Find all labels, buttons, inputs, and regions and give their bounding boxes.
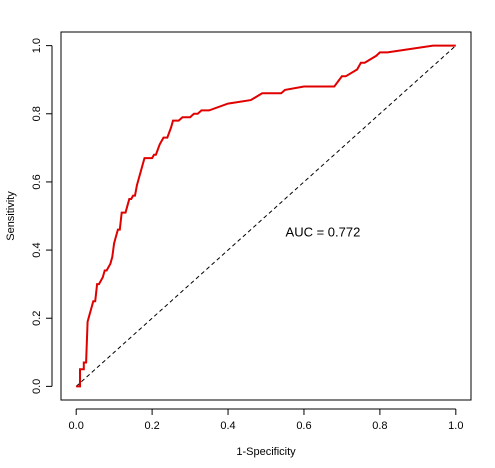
y-tick-label: 0.4 xyxy=(31,242,43,257)
plot-frame xyxy=(60,31,472,401)
roc-curve xyxy=(76,44,456,388)
y-axis-title: Sensitivity xyxy=(5,191,17,241)
x-axis: 0.0 0.2 0.4 0.6 0.8 1.0 xyxy=(69,408,463,432)
x-axis-title: 1-Specificity xyxy=(236,446,296,458)
y-tick-label: 0.2 xyxy=(31,311,43,326)
x-tick-label: 0.6 xyxy=(296,420,311,432)
y-tick-label: 0.6 xyxy=(31,174,43,189)
x-tick-label: 0.0 xyxy=(69,420,84,432)
y-tick-label: 1.0 xyxy=(31,38,43,53)
auc-annotation: AUC = 0.772 xyxy=(286,224,361,239)
x-tick-label: 1.0 xyxy=(448,420,463,432)
x-tick-label: 0.4 xyxy=(220,420,235,432)
x-tick-label: 0.2 xyxy=(144,420,159,432)
y-tick-label: 0.0 xyxy=(31,379,43,394)
x-tick-label: 0.8 xyxy=(372,420,387,432)
y-axis: 0.0 0.2 0.4 0.6 0.8 1.0 xyxy=(31,38,53,394)
reference-diagonal xyxy=(75,45,457,387)
y-tick-label: 0.8 xyxy=(31,106,43,121)
